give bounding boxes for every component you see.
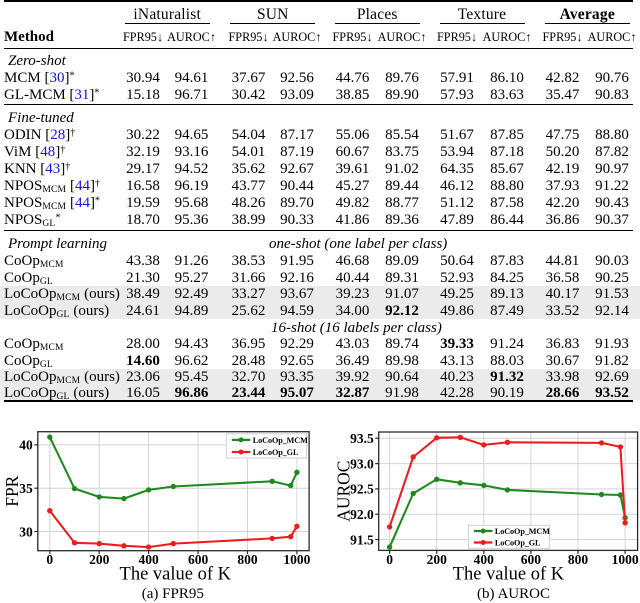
svg-text:600: 600	[521, 552, 542, 567]
svg-text:92.5: 92.5	[350, 482, 374, 497]
svg-text:1000: 1000	[612, 552, 639, 567]
svg-text:0: 0	[386, 552, 393, 567]
svg-text:The value of K: The value of K	[453, 564, 565, 584]
svg-text:400: 400	[138, 552, 159, 567]
svg-text:93.5: 93.5	[350, 431, 374, 446]
svg-text:800: 800	[568, 552, 589, 567]
svg-text:(b) AUROC: (b) AUROC	[477, 586, 550, 602]
svg-text:0: 0	[46, 552, 53, 567]
svg-text:600: 600	[188, 552, 209, 567]
svg-text:LoCoOp_MCM: LoCoOp_MCM	[495, 527, 550, 536]
svg-text:200: 200	[89, 552, 110, 567]
svg-text:40: 40	[19, 438, 33, 453]
svg-text:30: 30	[19, 524, 33, 539]
svg-text:400: 400	[474, 552, 495, 567]
svg-text:FPR: FPR	[2, 475, 22, 506]
svg-text:LoCoOp_GL: LoCoOp_GL	[253, 448, 299, 457]
svg-text:92.0: 92.0	[350, 507, 374, 522]
svg-text:(a) FPR95: (a) FPR95	[142, 586, 204, 602]
svg-text:LoCoOp_GL: LoCoOp_GL	[495, 539, 541, 548]
svg-text:AUROC: AUROC	[334, 461, 354, 522]
svg-text:91.5: 91.5	[350, 532, 374, 547]
svg-text:35: 35	[19, 481, 33, 496]
svg-text:LoCoOp_MCM: LoCoOp_MCM	[253, 436, 308, 445]
svg-text:800: 800	[237, 552, 258, 567]
svg-text:1000: 1000	[283, 552, 310, 567]
svg-text:The value of K: The value of K	[120, 565, 232, 585]
svg-text:93.0: 93.0	[350, 456, 374, 471]
svg-text:200: 200	[427, 552, 448, 567]
